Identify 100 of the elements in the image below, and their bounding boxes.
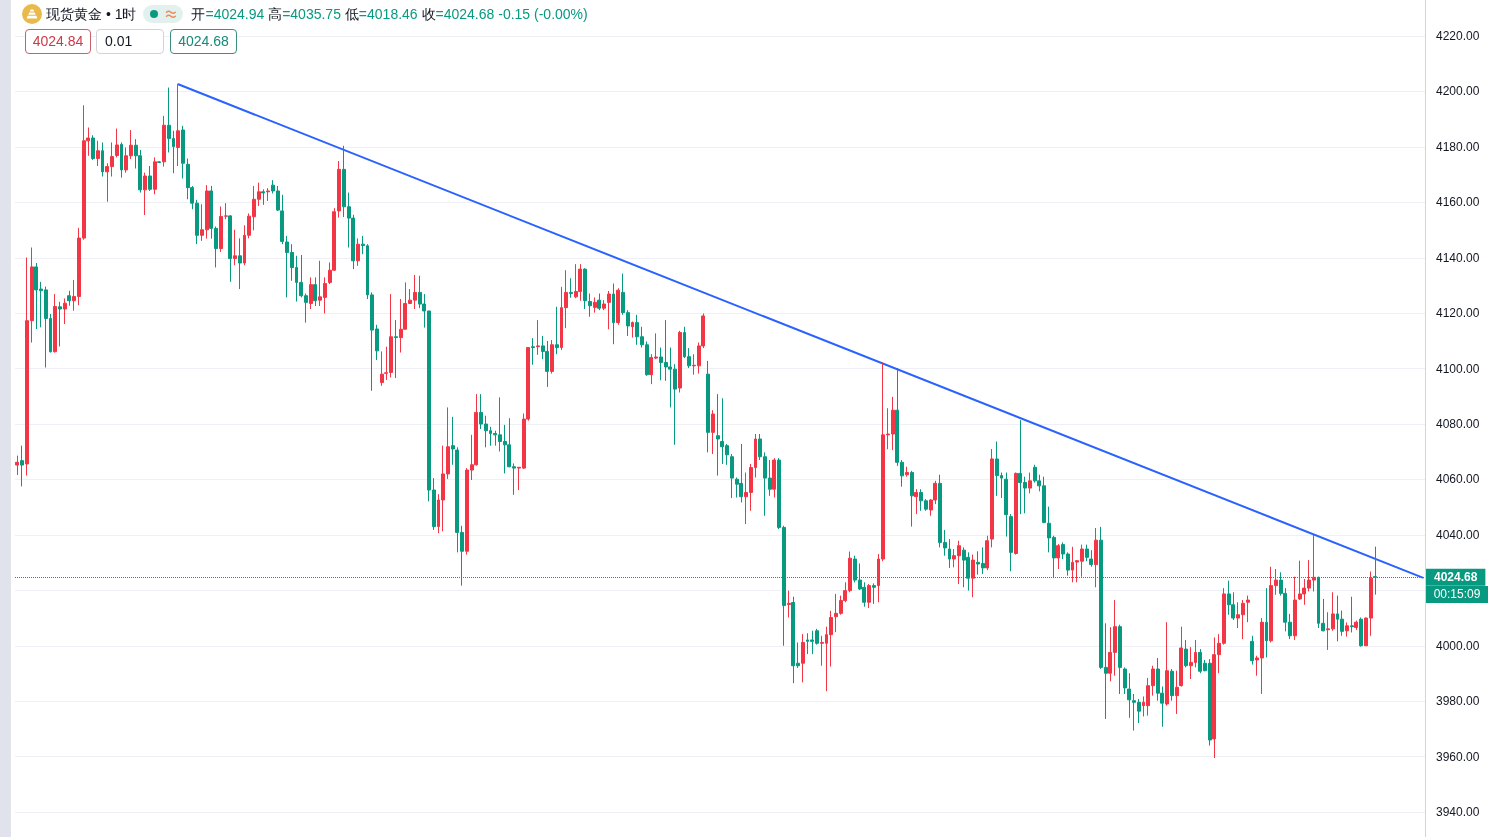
candlestick	[583, 267, 587, 310]
y-tick-label: 4100.00	[1436, 361, 1480, 376]
candlestick	[612, 283, 615, 345]
candlestick	[233, 229, 237, 266]
y-tick-label: 4060.00	[1436, 472, 1480, 487]
y-tick-label: 4140.00	[1436, 250, 1480, 265]
candlestick	[115, 128, 119, 158]
candlestick	[990, 448, 994, 548]
candlestick	[1250, 635, 1254, 666]
candlestick	[120, 141, 123, 179]
text: 00:15:09	[1426, 586, 1488, 604]
candlestick	[574, 263, 578, 299]
candlestick	[1246, 595, 1250, 623]
candlestick	[772, 457, 776, 498]
y-tick-label: 4040.00	[1436, 527, 1480, 542]
candlestick	[58, 301, 62, 347]
candlestick	[1165, 621, 1169, 707]
candlestick	[867, 583, 871, 609]
candlestick	[555, 306, 559, 355]
text: 开=4024.94 高=4035.75 低=4018.46 收=4024.68 -0.15 (-0.00%)	[191, 6, 588, 22]
candlestick	[63, 297, 67, 325]
candlestick	[1014, 472, 1018, 556]
candlestick	[616, 287, 620, 326]
candlestick	[157, 160, 161, 164]
y-tick-label: 4180.00	[1436, 139, 1480, 154]
annotation: 0.01	[96, 29, 164, 54]
chart-title: 现货黄金 • 1时	[46, 5, 137, 24]
y-tick-label: 4220.00	[1436, 29, 1480, 44]
candlestick	[1004, 472, 1008, 538]
candlestick	[545, 340, 549, 388]
candlestick	[716, 393, 720, 477]
y-tick-label: 4160.00	[1436, 195, 1480, 210]
candlestick	[148, 165, 152, 192]
candlestick	[67, 290, 71, 307]
candlestick	[1354, 620, 1358, 631]
candlestick	[1056, 543, 1060, 570]
candlestick	[995, 441, 999, 497]
candlestick	[20, 445, 24, 487]
candlestick	[801, 633, 805, 683]
candlestick	[1028, 472, 1032, 494]
candlestick	[1179, 626, 1183, 688]
candlestick	[176, 83, 180, 167]
candlestick	[91, 134, 95, 161]
candlestick	[228, 214, 232, 283]
candlestick	[1345, 621, 1349, 638]
candlestick	[597, 293, 601, 311]
candlestick	[602, 299, 606, 311]
candlestick	[238, 237, 242, 290]
candlestick	[15, 455, 19, 476]
y-tick-label: 4080.00	[1436, 417, 1480, 432]
y-tick-label: 4120.00	[1436, 306, 1480, 321]
candlestick	[914, 488, 918, 515]
candlestick	[394, 319, 398, 379]
y-tick-label: 4000.00	[1436, 638, 1480, 653]
annotation: 4024.84	[25, 29, 91, 54]
candlestick	[181, 125, 185, 179]
candlestick	[1350, 596, 1354, 633]
candlestick	[678, 330, 682, 393]
candlestick	[1175, 670, 1179, 715]
candlestick	[1089, 549, 1093, 568]
candlestick	[1184, 639, 1188, 668]
candlestick	[910, 470, 914, 528]
candlestick	[313, 276, 317, 307]
candlestick	[536, 319, 540, 356]
candlestick	[531, 337, 535, 366]
candlestick	[309, 276, 313, 310]
candlestick	[985, 535, 989, 571]
candlestick	[1359, 617, 1363, 648]
candlestick	[1085, 544, 1089, 562]
candlestick	[569, 277, 573, 299]
candlestick	[266, 187, 270, 202]
candlestick	[261, 188, 265, 206]
candlestick	[706, 360, 710, 453]
candlestick	[905, 466, 909, 478]
candlestick	[96, 140, 100, 167]
candlestick	[143, 172, 147, 216]
candlestick	[1094, 527, 1098, 588]
y-tick-label: 3960.00	[1436, 749, 1480, 764]
candlestick	[711, 409, 715, 455]
y-tick-label: 3980.00	[1436, 694, 1480, 709]
candlestick	[162, 115, 166, 168]
candlestick	[550, 339, 554, 375]
candlestick	[1170, 668, 1174, 702]
y-tick-label: 4200.00	[1436, 84, 1480, 99]
candlestick	[631, 321, 634, 339]
candlestick	[787, 590, 791, 618]
candlestick	[101, 141, 104, 178]
candlestick	[588, 293, 592, 318]
y-tick-label: 3940.00	[1436, 805, 1480, 820]
candlestick	[380, 350, 384, 387]
candlestick	[739, 443, 743, 503]
ref-line-label: 4024.68	[1434, 570, 1478, 585]
candlestick	[1009, 513, 1013, 572]
candlestick	[593, 296, 597, 314]
candlestick	[1265, 587, 1268, 658]
candlestick	[607, 290, 611, 330]
candlestick	[153, 156, 157, 195]
candlestick	[1118, 624, 1122, 695]
candlestick	[730, 453, 734, 499]
annotation: 4024.68	[170, 29, 237, 54]
